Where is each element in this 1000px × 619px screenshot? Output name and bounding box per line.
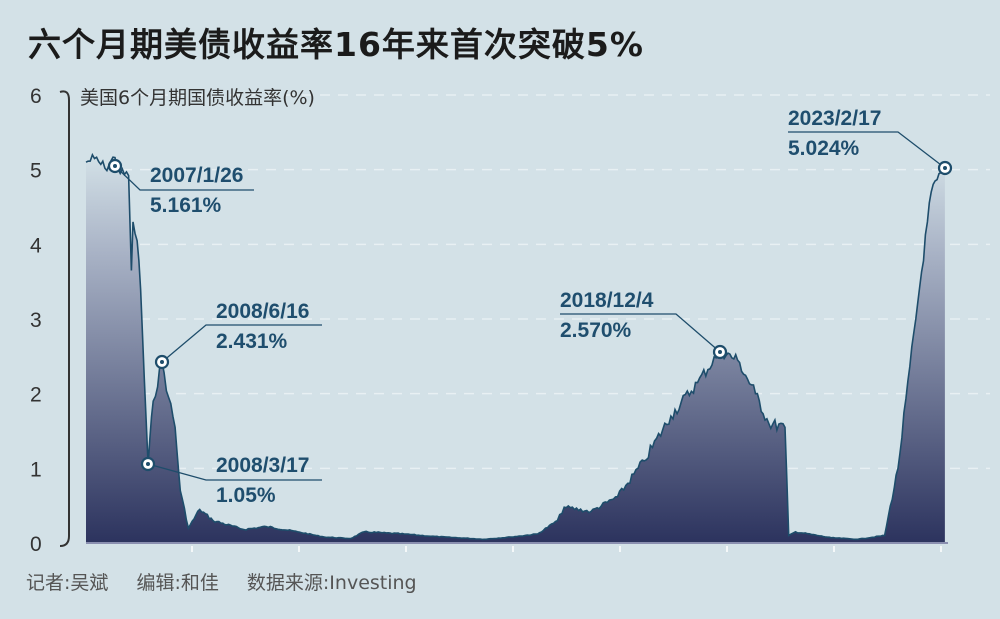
annotation-leader (788, 131, 946, 169)
y-tick-label: 5 (30, 160, 42, 183)
editor-credit: 编辑:和佳 (136, 572, 219, 594)
series-line (85, 152, 946, 541)
annotation-date: 2023/2/17 (788, 107, 881, 130)
annotation: 2018/12/4 2.570% (560, 289, 728, 360)
annotation-leader (114, 165, 254, 191)
y-axis-label: 美国6个月期国债收益率(%) (80, 87, 315, 109)
y-tick-label: 3 (30, 309, 42, 332)
data-point-marker-dot (718, 350, 722, 354)
annotation-value: 2.431% (216, 330, 288, 353)
series-area (86, 154, 945, 544)
annotation-value: 1.05% (216, 484, 276, 507)
annotation: 2008/6/16 2.431% (154, 300, 322, 370)
annotation-leader (560, 313, 721, 353)
chart-title: 六个月期美债收益率16年来首次突破5% (28, 25, 644, 64)
annotation: 2023/2/17 5.024% (788, 107, 953, 176)
annotation-value: 2.570% (560, 319, 632, 342)
annotation-leader (161, 324, 322, 363)
data-point-marker-dot (160, 360, 164, 364)
annotation: 2007/1/26 5.161% (107, 158, 254, 217)
footer: 记者:吴斌 编辑:和佳 数据来源:Investing (26, 568, 439, 595)
y-tick-label: 4 (30, 234, 42, 257)
annotation-date: 2018/12/4 (560, 289, 654, 312)
annotation: 2008/3/17 1.05% (140, 454, 322, 507)
annotation-value: 5.161% (150, 194, 222, 217)
data-source: 数据来源:Investing (246, 572, 417, 594)
data-point-marker-dot (943, 166, 947, 170)
annotation-leader (147, 463, 322, 481)
y-tick-label: 0 (30, 533, 42, 556)
y-axis-line (59, 90, 70, 547)
annotation-date: 2008/3/17 (216, 454, 309, 477)
data-point-marker-dot (113, 164, 117, 168)
y-tick-label: 1 (30, 458, 42, 481)
y-tick-label: 6 (30, 85, 42, 108)
reporter-credit: 记者:吴斌 (26, 572, 109, 594)
annotation-value: 5.024% (788, 137, 860, 160)
annotation-date: 2008/6/16 (216, 300, 309, 323)
data-point-marker-dot (146, 462, 150, 466)
y-tick-label: 2 (30, 384, 42, 407)
annotation-date: 2007/1/26 (150, 164, 243, 187)
